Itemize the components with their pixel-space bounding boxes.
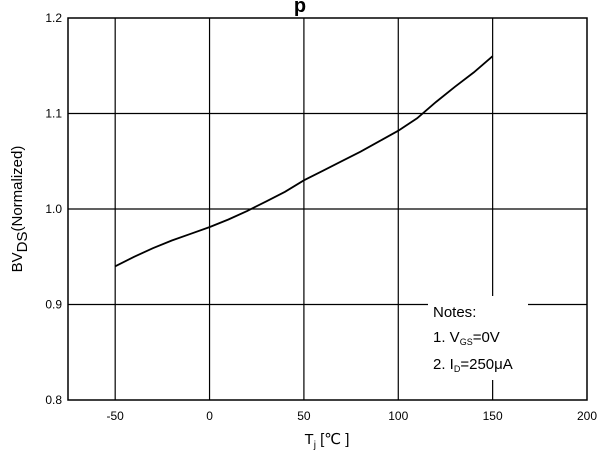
x-tick-label: -50 xyxy=(107,409,125,423)
x-tick-label: 50 xyxy=(297,409,311,423)
notes-heading: Notes: xyxy=(433,304,476,321)
x-tick-labels: -50 0 50 100 150 200 xyxy=(107,409,597,423)
y-tick-labels: 0.8 0.9 1.0 1.1 1.2 xyxy=(45,11,62,407)
x-tick-label: 100 xyxy=(388,409,408,423)
y-tick-label: 1.2 xyxy=(45,11,62,25)
series-line xyxy=(114,55,494,268)
x-axis-label: Tj [℃ ] xyxy=(305,431,350,451)
y-tick-label: 1.0 xyxy=(45,202,62,216)
x-tick-label: 200 xyxy=(577,409,597,423)
notes-background xyxy=(428,296,528,380)
y-axis-label: BVDS(Normalized) xyxy=(9,146,31,273)
notes-line-2: 2. ID=250μA xyxy=(433,356,513,374)
chart-title-fragment: p xyxy=(294,0,306,17)
y-tick-label: 0.8 xyxy=(45,393,62,407)
notes-line-1: 1. VGS=0V xyxy=(433,329,500,347)
x-tick-label: 150 xyxy=(483,409,503,423)
y-tick-label: 1.1 xyxy=(45,107,62,121)
x-tick-label: 0 xyxy=(206,409,213,423)
series-layer xyxy=(114,55,494,268)
y-tick-label: 0.9 xyxy=(45,298,62,312)
